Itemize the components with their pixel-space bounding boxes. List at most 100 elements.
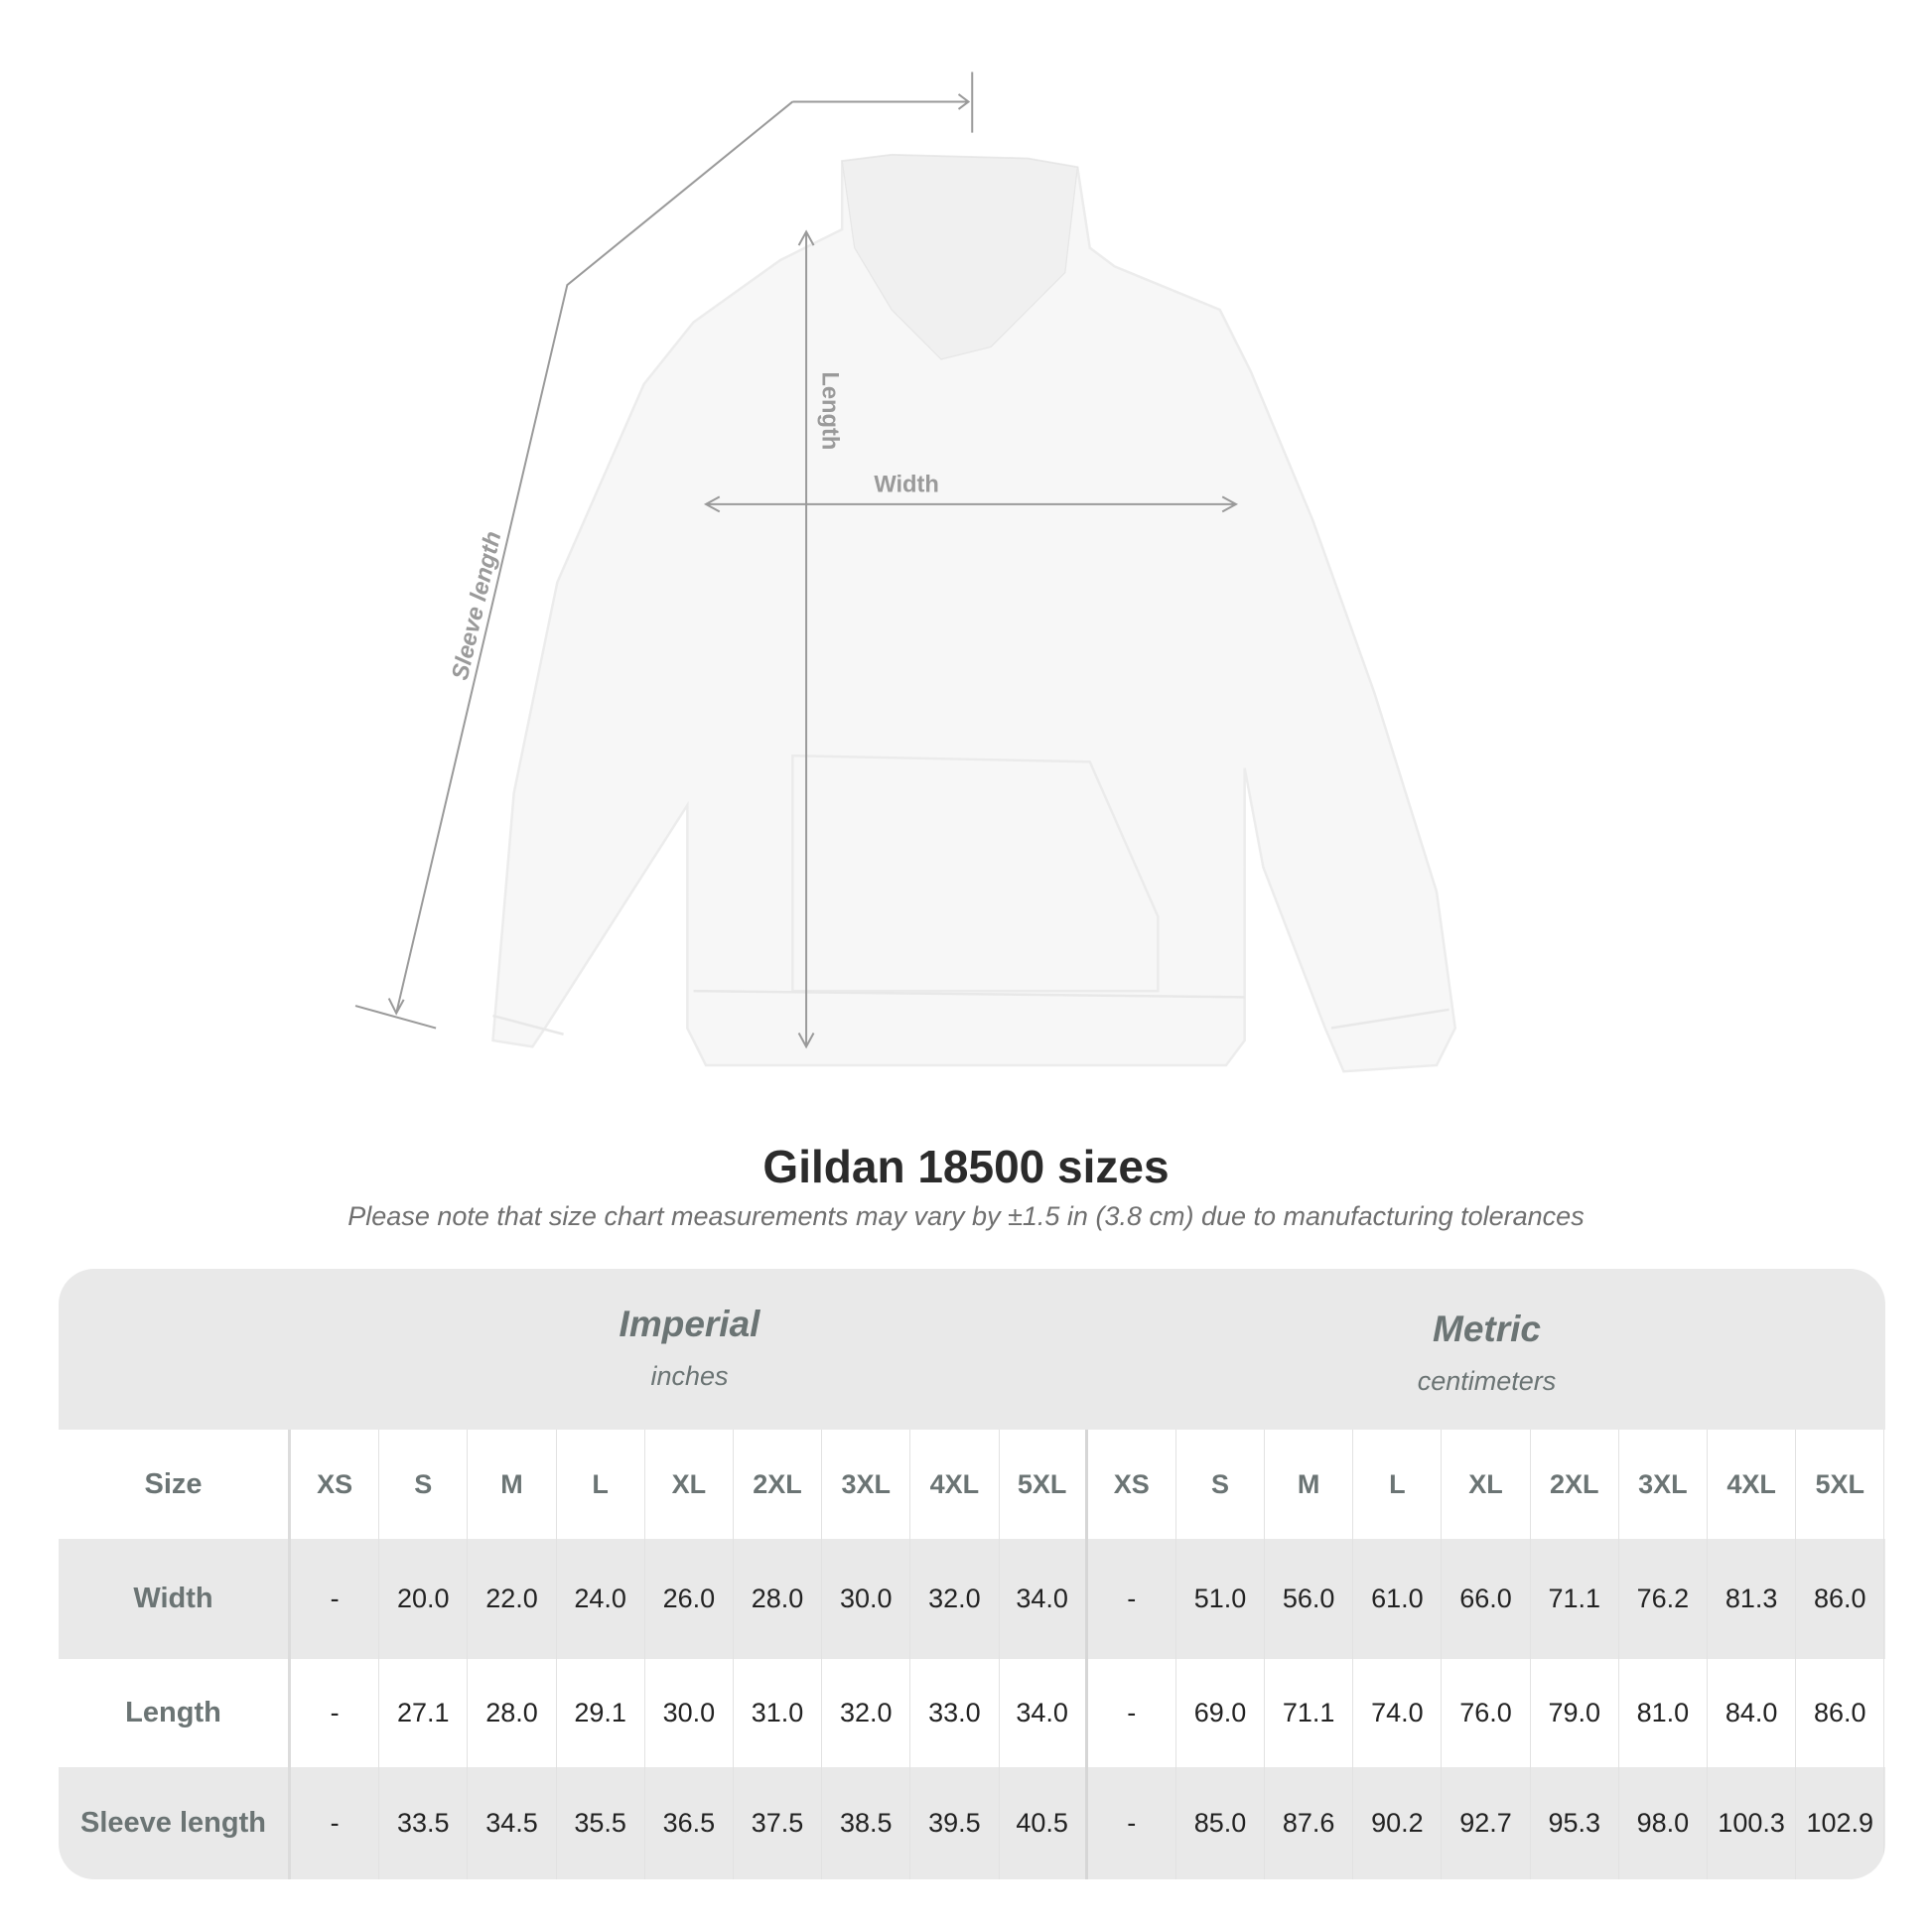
table-cell: 28.0 (734, 1539, 823, 1659)
row-label: Size (59, 1430, 291, 1539)
size-header-row: Size XS S M L XL 2XL 3XL 4XL 5XL XS S M L XL 2XL 3XL 4XL 5… (59, 1430, 1885, 1539)
row-band-width (59, 1539, 1885, 1659)
tolerance-note: Please note that size chart measurements… (347, 1201, 1585, 1231)
metric-title: Metric (1433, 1309, 1541, 1349)
length-arrow (797, 229, 815, 1049)
size-header-cell: S (379, 1430, 469, 1539)
size-header-cell: M (468, 1430, 557, 1539)
table-cell: 24.0 (557, 1539, 645, 1659)
table-cell: 76.0 (1442, 1659, 1531, 1767)
table-cell: 28.0 (468, 1659, 557, 1767)
table-cell: 22.0 (468, 1539, 557, 1659)
table-cell: 92.7 (1442, 1767, 1531, 1879)
table-row-length: Length -27.1 28.0 29.1 30.0 31.0 32.0 33.0 34.0-… (59, 1659, 1885, 1767)
table-cell: 38.5 (822, 1767, 911, 1879)
size-header-cell: 5XL (1796, 1430, 1885, 1539)
table-cell: 51.0 (1176, 1539, 1266, 1659)
metric-unit: centimeters (1417, 1366, 1557, 1396)
sleeve-length-line (354, 71, 974, 1030)
sleeve-length-label: Sleeve length (448, 529, 507, 683)
table-cell: 32.0 (910, 1539, 1000, 1659)
table-cell: 29.1 (557, 1659, 645, 1767)
size-table: Imperial inches Metric centimeters Size X… (59, 1269, 1885, 1879)
table-cell: 20.0 (379, 1539, 469, 1659)
table-cell: - (1088, 1659, 1176, 1767)
table-cell: 76.2 (1619, 1539, 1708, 1659)
size-header-cell: XS (1088, 1430, 1176, 1539)
table-cell: - (291, 1539, 380, 1659)
hoodie-measurement-diagram: Length Width Sleeve length (354, 71, 1457, 1073)
size-header-cell: 3XL (822, 1430, 911, 1539)
row-band-sleeve (59, 1767, 1885, 1879)
table-cell: - (1088, 1767, 1176, 1879)
table-cell: 66.0 (1442, 1539, 1531, 1659)
table-cell: - (291, 1767, 380, 1879)
row-label: Length (59, 1659, 291, 1767)
row-label: Sleeve length (59, 1767, 291, 1879)
table-cell: 37.5 (734, 1767, 823, 1879)
table-row-width: Width -20.0 22.0 24.0 26.0 28.0 30.0 32.0 34.0-5… (59, 1539, 1885, 1659)
table-cell: 86.0 (1796, 1539, 1885, 1659)
table-cell: 95.3 (1531, 1767, 1619, 1879)
size-header-cell: 5XL (1000, 1430, 1088, 1539)
table-cell: 74.0 (1353, 1659, 1443, 1767)
table-cell: - (291, 1659, 380, 1767)
table-cell: 100.3 (1708, 1767, 1797, 1879)
imperial-title: Imperial (619, 1304, 760, 1344)
table-cell: 40.5 (1000, 1767, 1088, 1879)
table-cell: 61.0 (1353, 1539, 1443, 1659)
size-header-cell: 4XL (910, 1430, 1000, 1539)
table-cell: 35.5 (557, 1767, 645, 1879)
size-header-cell: S (1176, 1430, 1266, 1539)
table-cell: 34.0 (1000, 1539, 1088, 1659)
width-label: Width (874, 472, 939, 497)
table-cell: 39.5 (910, 1767, 1000, 1879)
table-cell: 81.3 (1708, 1539, 1797, 1659)
size-header-cell: 2XL (1531, 1430, 1619, 1539)
table-cell: 71.1 (1265, 1659, 1354, 1767)
table-cell: 26.0 (645, 1539, 734, 1659)
table-cell: 87.6 (1265, 1767, 1354, 1879)
size-header-cell: 4XL (1708, 1430, 1797, 1539)
table-cell: 33.5 (379, 1767, 469, 1879)
imperial-group-header: Imperial inches (291, 1304, 1088, 1392)
table-cell: 71.1 (1531, 1539, 1619, 1659)
table-cell: 31.0 (734, 1659, 823, 1767)
table-cell: 85.0 (1176, 1767, 1266, 1879)
table-cell: 34.5 (468, 1767, 557, 1879)
table-cell: 36.5 (645, 1767, 734, 1879)
page-title: Gildan 18500 sizes (762, 1141, 1170, 1192)
table-cell: 30.0 (645, 1659, 734, 1767)
size-header-cell: 2XL (734, 1430, 823, 1539)
table-cell: 79.0 (1531, 1659, 1619, 1767)
length-label: Length (816, 371, 842, 450)
table-cell: 32.0 (822, 1659, 911, 1767)
width-arrow (703, 495, 1239, 513)
dimension-lines (354, 71, 1239, 1049)
table-cell: 90.2 (1353, 1767, 1443, 1879)
header-band (59, 1269, 1885, 1430)
metric-group-header: Metric centimeters (1088, 1309, 1885, 1397)
table-cell: 98.0 (1619, 1767, 1708, 1879)
table-cell: 30.0 (822, 1539, 911, 1659)
table-cell: 102.9 (1796, 1767, 1885, 1879)
size-header-cell: XL (645, 1430, 734, 1539)
size-header-cell: M (1265, 1430, 1354, 1539)
table-cell: 56.0 (1265, 1539, 1354, 1659)
table-cell: 69.0 (1176, 1659, 1266, 1767)
table-cell: 86.0 (1796, 1659, 1885, 1767)
table-cell: - (1088, 1539, 1176, 1659)
size-header-cell: XL (1442, 1430, 1531, 1539)
table-cell: 84.0 (1708, 1659, 1797, 1767)
size-header-cell: XS (291, 1430, 380, 1539)
table-cell: 81.0 (1619, 1659, 1708, 1767)
imperial-unit: inches (650, 1361, 729, 1391)
size-header-cell: L (1353, 1430, 1443, 1539)
table-cell: 33.0 (910, 1659, 1000, 1767)
table-cell: 34.0 (1000, 1659, 1088, 1767)
row-label: Width (59, 1539, 291, 1659)
table-row-sleeve-length: Sleeve length -33.5 34.5 35.5 36.5 37.5 38.5 39… (59, 1767, 1885, 1879)
size-header-cell: 3XL (1619, 1430, 1708, 1539)
hoodie-illustration (491, 153, 1457, 1073)
size-header-cell: L (557, 1430, 645, 1539)
